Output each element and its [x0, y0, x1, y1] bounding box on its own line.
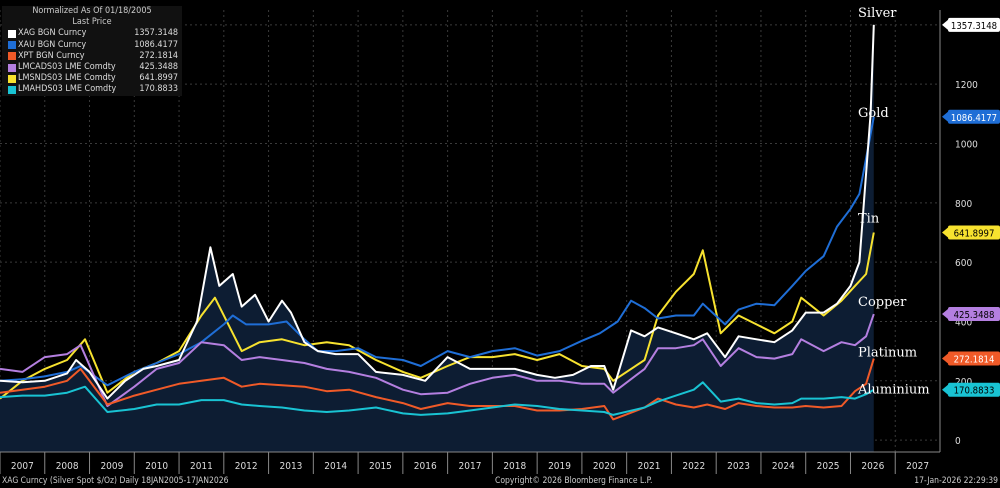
series-labels: Silver 1357.3148 Gold 1086.4177 Platinum 272.…: [857, 6, 1000, 398]
x-tick-label: 2011: [190, 461, 213, 472]
last-price-pointer: [942, 309, 948, 320]
last-price-badge: [948, 351, 1000, 366]
x-tick-label: 2024: [772, 461, 795, 472]
legend-ticker: XAU BGN Curncy: [18, 39, 87, 50]
y-tick-label: 1200: [955, 80, 978, 91]
x-tick-label: 2015: [369, 461, 392, 472]
last-price-badge: [948, 17, 1000, 32]
series-name-gold: Gold: [858, 106, 889, 121]
legend: Normalized As Of 01/18/2005 Last Price X…: [2, 6, 182, 96]
last-price-badge: [948, 109, 1000, 124]
footer-center: Copyright© 2026 Bloomberg Finance L.P.: [495, 476, 653, 486]
legend-value: 1086.4177: [134, 39, 178, 50]
x-tick-label: 2023: [727, 461, 750, 472]
last-price-pointer: [942, 111, 948, 122]
series-name-aluminium: Aluminium: [857, 383, 930, 398]
x-tick-label: 2020: [593, 461, 616, 472]
y-tick-label: 200: [955, 377, 972, 388]
y-tick-label: 1000: [955, 139, 978, 150]
x-tick-label: 2010: [145, 461, 168, 472]
x-axis: 2007 2008 2009 2010 2011 2012 2013 2014 2015 2016…: [0, 451, 940, 474]
x-tick-label: 2007: [11, 461, 34, 472]
footer-left: XAG Curncy (Silver Spot $/Oz) Daily 18JA…: [2, 476, 229, 486]
series-name-platinum: Platinum: [858, 346, 917, 361]
y-tick-label: 800: [955, 199, 972, 210]
legend-ticker: LMAHDS03 LME Comdty: [18, 84, 117, 95]
grid-lines: [0, 10, 940, 452]
x-tick-label: 2009: [100, 461, 123, 472]
series-name-tin: Tin: [858, 211, 880, 226]
x-tick-label: 2019: [548, 461, 571, 472]
footer-right: 17-Jan-2026 22:29:39: [914, 476, 998, 486]
last-price-badge: [948, 307, 1000, 322]
legend-value: 170.8833: [139, 84, 178, 95]
legend-value: 1357.3148: [134, 28, 178, 39]
series-line-gold: [0, 116, 875, 387]
y-tick-label: 400: [955, 317, 972, 328]
x-tick-label: 2027: [906, 461, 929, 472]
legend-entry: XAG BGN Curncy 1357.3148: [2, 28, 182, 39]
last-price-value: 272.1814: [954, 355, 995, 366]
last-price-value: 1357.3148: [951, 21, 997, 32]
legend-swatch: [8, 74, 16, 83]
legend-swatch: [8, 41, 16, 50]
last-price-pointer: [942, 353, 948, 364]
legend-value: 425.3488: [139, 62, 178, 73]
legend-value: 641.8997: [139, 73, 178, 84]
series-line-silver: [0, 24, 875, 400]
x-tick-label: 2025: [817, 461, 840, 472]
legend-swatch: [8, 30, 16, 38]
legend-subheader: Last Price: [72, 17, 112, 28]
last-price-value: 425.3488: [954, 310, 995, 321]
series-name-copper: Copper: [858, 295, 907, 310]
x-tick-label: 2016: [414, 461, 437, 472]
legend-ticker: LMCADS03 LME Comdty: [18, 62, 116, 73]
x-tick-label: 2017: [459, 461, 482, 472]
legend-swatch: [8, 63, 16, 72]
x-tick-label: 2021: [638, 461, 661, 472]
legend-ticker: XAG BGN Curncy: [18, 28, 87, 39]
legend-entry: XAU BGN Curncy 1086.4177: [2, 40, 182, 51]
legend-swatch: [8, 86, 16, 95]
x-tick-label: 2012: [235, 461, 258, 472]
legend-entry: LMSNDS03 LME Comdty 641.8997: [2, 73, 182, 84]
x-tick-label: 2018: [503, 461, 526, 472]
footer: XAG Curncy (Silver Spot $/Oz) Daily 18JA…: [0, 476, 1000, 488]
x-tick-label: 2026: [861, 461, 884, 472]
legend-header: Normalized As Of 01/18/2005: [32, 6, 152, 16]
legend-value: 272.1814: [139, 50, 178, 61]
y-tick-label: 0: [955, 436, 961, 447]
legend-ticker: LMSNDS03 LME Comdty: [18, 73, 116, 84]
last-price-badge: [948, 225, 1000, 240]
last-price-badge: [948, 382, 1000, 397]
series-line-platinum: [0, 358, 875, 421]
x-tick-label: 2014: [324, 461, 347, 472]
last-price-value: 1086.4177: [951, 113, 997, 124]
legend-ticker: XPT BGN Curncy: [18, 50, 85, 61]
last-price-value: 641.8997: [954, 228, 995, 239]
x-tick-label: 2013: [280, 461, 303, 472]
x-tick-label: 2008: [56, 461, 79, 472]
y-tick-label: 600: [955, 258, 972, 269]
legend-entry: LMAHDS03 LME Comdty 170.8833: [2, 84, 182, 95]
last-price-pointer: [942, 384, 948, 395]
series-lines: [0, 24, 875, 421]
legend-entry: XPT BGN Curncy 272.1814: [2, 51, 182, 62]
x-tick-label: 2022: [682, 461, 705, 472]
last-price-pointer: [942, 19, 948, 30]
series-line-aluminium: [0, 381, 875, 416]
series-line-copper: [0, 313, 875, 407]
legend-entry: LMCADS03 LME Comdty 425.3488: [2, 62, 182, 73]
last-price-value: 170.8833: [954, 386, 995, 397]
last-price-pointer: [942, 227, 948, 238]
legend-swatch: [8, 52, 16, 61]
series-name-silver: Silver: [858, 6, 897, 21]
